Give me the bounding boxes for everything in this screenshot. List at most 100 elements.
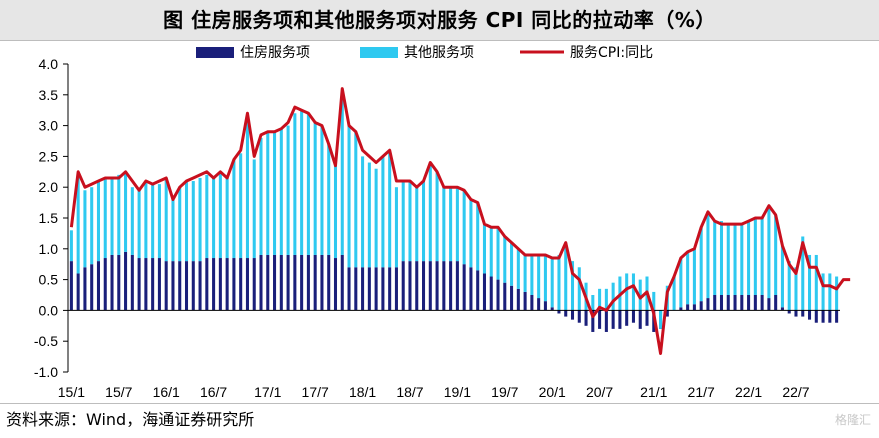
bar-other xyxy=(767,208,771,299)
bar-other xyxy=(198,177,202,262)
x-tick-label: 18/7 xyxy=(396,384,423,400)
bar-housing xyxy=(618,310,622,329)
bar-housing xyxy=(361,267,365,311)
bar-housing xyxy=(218,258,222,311)
bar-housing xyxy=(794,310,798,317)
bar-other xyxy=(205,174,209,259)
bar-housing xyxy=(300,254,304,311)
bar-other xyxy=(442,187,446,262)
x-tick-label: 19/7 xyxy=(491,384,518,400)
bar-housing xyxy=(259,254,263,311)
bar-housing xyxy=(476,270,480,311)
bar-other xyxy=(510,242,514,286)
bar-housing xyxy=(638,310,642,329)
bar-other xyxy=(476,202,480,271)
bar-housing xyxy=(462,264,466,311)
bar-housing xyxy=(510,285,514,311)
bar-housing xyxy=(266,254,270,311)
bar-housing xyxy=(354,267,358,311)
bar-housing xyxy=(719,295,724,311)
bar-housing xyxy=(76,273,80,311)
bar-housing xyxy=(293,254,297,311)
bar-housing xyxy=(801,310,805,317)
chart-area: 4.0 3.5 3.0 2.5 2.0 1.5 1.0 0.5 0.0 -0.5 -1.0 15/1… xyxy=(34,45,851,400)
bar-other xyxy=(787,261,791,311)
bar-housing xyxy=(83,267,87,311)
bar-housing xyxy=(212,258,216,311)
bar-housing xyxy=(489,276,493,311)
bar-other xyxy=(374,168,378,268)
bar-housing xyxy=(442,261,446,311)
x-tick-label: 16/1 xyxy=(153,384,180,400)
x-tick-label: 22/7 xyxy=(782,384,809,400)
bar-other xyxy=(232,159,236,259)
bar-other xyxy=(306,113,310,255)
bar-other xyxy=(96,181,100,262)
bar-housing xyxy=(564,310,568,317)
bar-other xyxy=(435,171,439,262)
bar-housing xyxy=(184,261,189,311)
bar-other xyxy=(90,187,94,265)
bar-housing xyxy=(550,307,554,311)
y-tick-label: 4.0 xyxy=(39,56,59,72)
bar-other xyxy=(320,125,324,255)
bar-other xyxy=(469,199,473,268)
bar-other xyxy=(130,187,134,255)
bar-housing xyxy=(151,258,155,311)
bar-housing xyxy=(780,307,784,311)
bar-other xyxy=(157,184,161,259)
bar-housing xyxy=(388,267,392,311)
bar-other xyxy=(83,190,87,268)
bar-other xyxy=(604,288,608,311)
bar-other xyxy=(659,310,663,329)
bar-other xyxy=(652,291,656,311)
y-tick-label: -0.5 xyxy=(34,333,58,349)
bar-housing xyxy=(401,261,405,311)
bar-other xyxy=(462,190,466,265)
bar-housing xyxy=(835,310,839,323)
bar-other xyxy=(482,224,486,274)
bar-housing xyxy=(273,254,277,311)
bar-other xyxy=(780,245,784,308)
bar-other xyxy=(598,288,602,311)
bar-housing xyxy=(408,261,412,311)
bar-housing xyxy=(625,310,629,326)
bar-series xyxy=(69,94,839,332)
bar-housing xyxy=(516,288,520,311)
legend: 住房服务项 其他服务项 服务CPI:同比 xyxy=(196,45,653,61)
bar-other xyxy=(564,242,568,311)
bar-housing xyxy=(557,310,561,314)
bar-other xyxy=(449,187,453,262)
bar-other xyxy=(259,137,263,255)
bar-other xyxy=(611,282,615,311)
x-tick-label: 18/1 xyxy=(349,384,376,400)
bar-other xyxy=(537,254,541,299)
bar-housing xyxy=(313,254,317,311)
bar-other xyxy=(747,221,751,295)
bar-housing xyxy=(333,258,338,311)
bar-other xyxy=(340,94,344,255)
bar-other xyxy=(455,187,459,262)
x-tick-label: 15/7 xyxy=(105,384,132,400)
bar-other xyxy=(489,227,493,277)
bar-housing xyxy=(347,267,351,311)
bar-housing xyxy=(733,295,737,311)
title-bar xyxy=(0,0,879,41)
bar-housing xyxy=(279,254,283,311)
bar-other xyxy=(577,267,581,311)
bar-housing xyxy=(144,258,148,311)
bar-housing xyxy=(577,310,581,323)
bar-other xyxy=(401,181,405,262)
bar-housing xyxy=(96,261,100,311)
bar-housing xyxy=(327,254,331,311)
bar-housing xyxy=(394,267,398,311)
bar-other xyxy=(381,156,385,268)
bar-housing xyxy=(422,261,426,311)
bar-other xyxy=(151,184,155,259)
bar-housing xyxy=(205,258,209,311)
bar-other xyxy=(239,153,243,259)
bar-housing xyxy=(191,261,195,311)
bar-housing xyxy=(171,261,175,311)
x-tick-label: 17/7 xyxy=(302,384,329,400)
bar-housing xyxy=(455,261,459,311)
